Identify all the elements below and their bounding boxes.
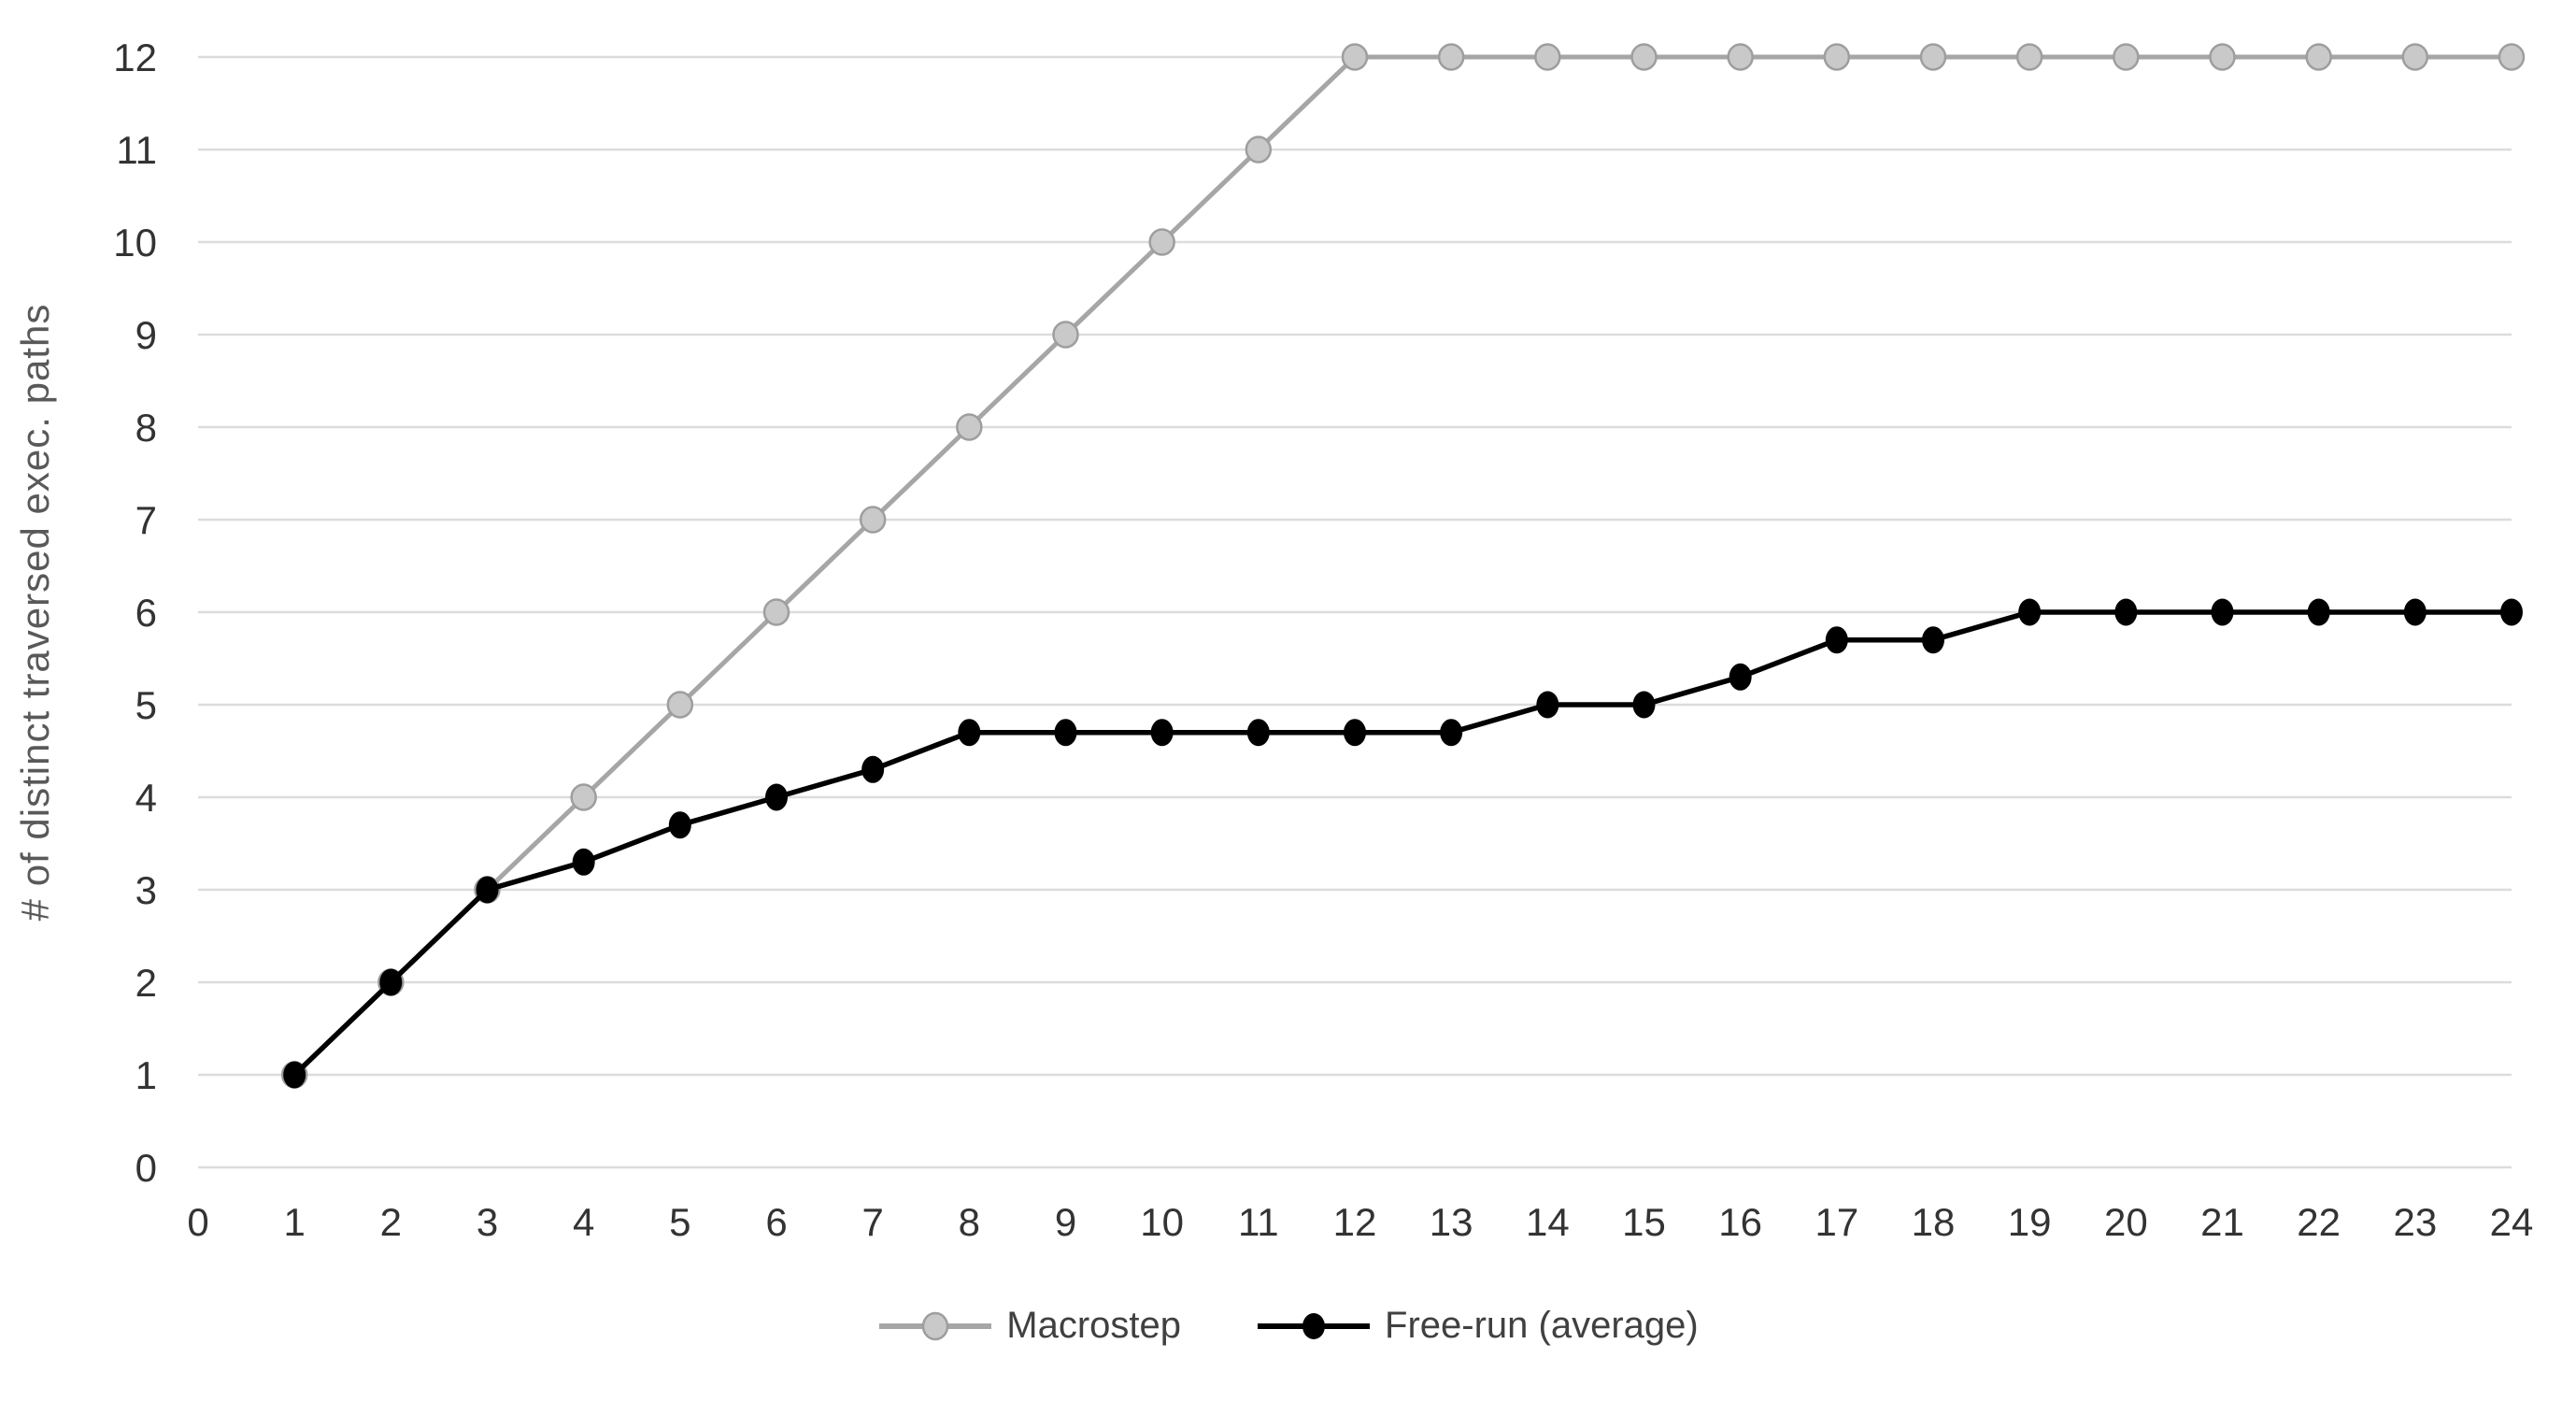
marker-freerun-x8 bbox=[958, 719, 981, 747]
marker-macrostep-x7 bbox=[859, 506, 887, 534]
marker-freerun-x2 bbox=[379, 968, 403, 996]
y-tick-label-9: 9 bbox=[135, 313, 157, 357]
y-tick-label-4: 4 bbox=[135, 776, 157, 820]
y-tick-label-11: 11 bbox=[116, 128, 157, 172]
x-tick-label-11: 11 bbox=[1238, 1200, 1279, 1244]
x-tick-label-8: 8 bbox=[959, 1200, 980, 1244]
y-tick-label-0: 0 bbox=[135, 1146, 157, 1190]
marker-freerun-x24 bbox=[2500, 598, 2523, 626]
y-tick-label-6: 6 bbox=[135, 591, 157, 635]
marker-freerun-x9 bbox=[1054, 719, 1077, 747]
marker-macrostep-x8 bbox=[956, 413, 983, 441]
x-tick-label-3: 3 bbox=[477, 1200, 498, 1244]
marker-macrostep-x4 bbox=[570, 783, 597, 811]
marker-macrostep-x18 bbox=[1919, 43, 1947, 71]
y-tick-label-1: 1 bbox=[135, 1053, 157, 1097]
marker-macrostep-x22 bbox=[2305, 43, 2332, 71]
marker-macrostep-x13 bbox=[1437, 43, 1465, 71]
y-tick-label-5: 5 bbox=[135, 683, 157, 727]
marker-freerun-x4 bbox=[572, 848, 595, 876]
marker-freerun-x7 bbox=[861, 755, 885, 783]
x-tick-label-13: 13 bbox=[1430, 1200, 1473, 1244]
marker-freerun-x1 bbox=[283, 1061, 306, 1089]
marker-macrostep-x16 bbox=[1727, 43, 1754, 71]
marker-macrostep-x9 bbox=[1052, 321, 1079, 349]
marker-macrostep-x23 bbox=[2401, 43, 2429, 71]
y-tick-label-2: 2 bbox=[135, 961, 157, 1005]
marker-macrostep-x17 bbox=[1823, 43, 1851, 71]
marker-freerun-x21 bbox=[2211, 598, 2234, 626]
legend-marker-macrostep bbox=[879, 1311, 992, 1340]
marker-freerun-x14 bbox=[1536, 691, 1559, 719]
marker-macrostep-x6 bbox=[762, 598, 790, 626]
x-tick-label-21: 21 bbox=[2200, 1200, 2244, 1244]
x-tick-label-10: 10 bbox=[1140, 1200, 1184, 1244]
x-tick-label-2: 2 bbox=[380, 1200, 402, 1244]
x-tick-label-24: 24 bbox=[2490, 1200, 2534, 1244]
marker-freerun-x5 bbox=[668, 811, 691, 839]
x-tick-label-9: 9 bbox=[1055, 1200, 1076, 1244]
marker-macrostep-x11 bbox=[1245, 136, 1273, 164]
x-tick-label-15: 15 bbox=[1622, 1200, 1666, 1244]
x-tick-label-6: 6 bbox=[765, 1200, 787, 1244]
marker-freerun-x22 bbox=[2307, 598, 2330, 626]
series-line-freerun bbox=[292, 609, 2512, 1077]
marker-freerun-x19 bbox=[2018, 598, 2042, 626]
y-tick-label-10: 10 bbox=[113, 221, 157, 264]
x-tick-label-12: 12 bbox=[1333, 1200, 1377, 1244]
marker-macrostep-x21 bbox=[2209, 43, 2236, 71]
y-tick-label-8: 8 bbox=[135, 406, 157, 450]
marker-freerun-x15 bbox=[1632, 691, 1656, 719]
x-tick-label-20: 20 bbox=[2104, 1200, 2148, 1244]
x-tick-label-4: 4 bbox=[573, 1200, 594, 1244]
series-line-macrostep bbox=[292, 54, 2512, 1077]
marker-freerun-x10 bbox=[1150, 719, 1174, 747]
x-tick-label-0: 0 bbox=[187, 1200, 208, 1244]
legend-item-macrostep: Macrostep bbox=[877, 1305, 1181, 1347]
marker-freerun-x3 bbox=[476, 876, 499, 904]
legend: Macrostep Free-run (average) bbox=[0, 1305, 2576, 1347]
marker-freerun-x16 bbox=[1729, 663, 1752, 691]
marker-macrostep-x10 bbox=[1148, 228, 1175, 256]
legend-item-freerun: Free-run (average) bbox=[1256, 1305, 1699, 1347]
marker-macrostep-x14 bbox=[1534, 43, 1561, 71]
marker-freerun-x20 bbox=[2114, 598, 2138, 626]
marker-macrostep-x5 bbox=[666, 691, 694, 719]
marker-macrostep-x15 bbox=[1630, 43, 1658, 71]
marker-macrostep-x19 bbox=[2015, 43, 2043, 71]
y-tick-label-12: 12 bbox=[113, 36, 157, 79]
marker-freerun-x11 bbox=[1246, 719, 1270, 747]
legend-label-freerun: Free-run (average) bbox=[1385, 1305, 1699, 1346]
x-tick-label-17: 17 bbox=[1815, 1200, 1858, 1244]
marker-freerun-x17 bbox=[1825, 626, 1848, 654]
marker-freerun-x13 bbox=[1440, 719, 1463, 747]
x-tick-label-14: 14 bbox=[1526, 1200, 1570, 1244]
y-axis-title: # of distinct traversed exec. paths bbox=[13, 303, 57, 922]
x-tick-label-23: 23 bbox=[2393, 1200, 2437, 1244]
y-tick-label-7: 7 bbox=[135, 498, 157, 542]
x-tick-label-1: 1 bbox=[283, 1200, 305, 1244]
x-tick-label-7: 7 bbox=[861, 1200, 883, 1244]
marker-macrostep-x24 bbox=[2498, 43, 2526, 71]
x-tick-label-18: 18 bbox=[1912, 1200, 1956, 1244]
x-tick-label-19: 19 bbox=[2008, 1200, 2052, 1244]
marker-macrostep-x12 bbox=[1341, 43, 1369, 71]
legend-label-macrostep: Macrostep bbox=[1006, 1305, 1182, 1346]
x-tick-label-5: 5 bbox=[669, 1200, 690, 1244]
x-tick-label-22: 22 bbox=[2297, 1200, 2341, 1244]
x-tick-label-16: 16 bbox=[1718, 1200, 1762, 1244]
marker-freerun-x6 bbox=[765, 783, 788, 811]
marker-macrostep-x20 bbox=[2113, 43, 2140, 71]
marker-freerun-x18 bbox=[1922, 626, 1944, 654]
y-tick-label-3: 3 bbox=[135, 868, 157, 912]
legend-marker-freerun bbox=[1258, 1312, 1371, 1339]
marker-freerun-x23 bbox=[2403, 598, 2427, 626]
marker-freerun-x12 bbox=[1344, 719, 1366, 747]
